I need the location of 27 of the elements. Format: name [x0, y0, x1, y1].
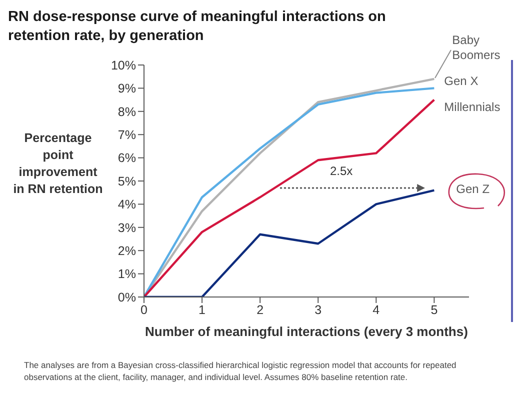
y-tick-label: 5% — [118, 174, 136, 188]
y-tick-label: 4% — [118, 198, 136, 212]
y-tick-label: 1% — [118, 267, 136, 282]
y-tick-label: 0% — [118, 290, 136, 304]
x-tick-label: 4 — [372, 302, 380, 317]
series-label: Millennials — [444, 100, 502, 115]
series-label: Gen X — [444, 74, 480, 90]
y-tick-label: 6% — [118, 151, 136, 166]
annotation: 2.5x — [328, 164, 354, 178]
x-tick-label: 1 — [198, 302, 206, 317]
x-axis-title: Number of meaningful interactions (every 3 months) — [144, 324, 469, 339]
text: Baby Boomers — [452, 32, 502, 63]
y-tick-label: 3% — [118, 220, 136, 235]
series-label: Gen Z — [456, 182, 491, 198]
y-tick-label: 10% — [110, 58, 136, 72]
x-tick-label: 3 — [314, 302, 322, 317]
y-axis-title: Percentage point improvement in RN retention — [12, 130, 104, 198]
y-tick-label: 2% — [118, 244, 136, 258]
y-tick-label: 8% — [118, 104, 136, 119]
line-series — [144, 189, 436, 297]
x-tick-label: 2 — [256, 302, 264, 317]
text: The analyses are from a Bayesian cross-classified hierarchical logistic regression model that accounts for repeated observations at the client, facility, manager, and individual level. Assumes 80% baseline retention rate. — [24, 360, 458, 383]
x-tick-label: 0 — [140, 302, 148, 317]
x-tick-label: 5 — [430, 302, 438, 317]
chart-title: RN dose-response curve of meaningful interactions on retention rate, by generation — [8, 8, 387, 46]
y-tick-label: 9% — [118, 82, 136, 96]
y-tick-label: 7% — [118, 128, 136, 142]
